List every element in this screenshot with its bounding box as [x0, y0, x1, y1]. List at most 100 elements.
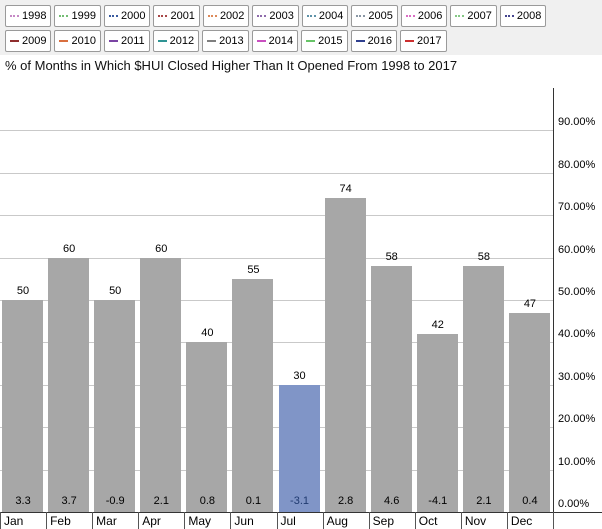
- legend-item-label: 1998: [22, 10, 47, 22]
- legend-item-label: 2013: [219, 35, 244, 47]
- bar-value-label: 60: [155, 242, 168, 255]
- x-axis-tick: [277, 512, 278, 529]
- bar-value-label: 47: [523, 297, 537, 310]
- bar-footer-value: -0.9: [105, 495, 125, 507]
- bar-Dec: [508, 312, 550, 512]
- legend: 1998 1999 2000 2001 2002 2003 2004 2005 2006 2007…: [0, 0, 602, 55]
- legend-marker-icon: [356, 15, 366, 17]
- x-axis-tick: [369, 512, 370, 529]
- legend-item-2003[interactable]: 2003: [252, 5, 299, 27]
- legend-item-label: 2016: [367, 35, 393, 47]
- legend-item-1998[interactable]: 1998: [5, 5, 52, 27]
- bar-value-label: 42: [431, 318, 444, 331]
- gridline: [0, 469, 553, 471]
- bar-Feb: [48, 257, 90, 512]
- bar-value-label: 30: [293, 369, 306, 382]
- legend-item-2017[interactable]: 2017: [400, 30, 447, 52]
- y-axis-tick-label: 60.00%: [558, 243, 596, 256]
- x-axis-category-label: Feb: [50, 514, 71, 528]
- legend-marker-icon: [59, 40, 69, 42]
- legend-marker-icon: [207, 40, 217, 42]
- legend-item-label: 2002: [219, 10, 245, 22]
- y-axis-tick-label: 80.00%: [558, 158, 596, 171]
- legend-item-2010[interactable]: 2010: [54, 30, 101, 52]
- x-axis-category-label: Mar: [96, 514, 117, 528]
- gridline: [0, 427, 553, 429]
- legend-marker-icon: [256, 40, 266, 42]
- x-axis-tick: [138, 512, 139, 529]
- gridline: [0, 172, 553, 174]
- x-axis-tick: [230, 512, 231, 529]
- legend-item-2012[interactable]: 2012: [152, 30, 200, 52]
- y-axis-tick-label: 90.00%: [558, 116, 596, 129]
- bar-footer-value: 2.1: [476, 495, 492, 507]
- x-axis-category-label: Jan: [4, 514, 24, 528]
- legend-marker-icon: [59, 15, 69, 17]
- x-axis-tick: [553, 512, 554, 529]
- legend-item-label: 2000: [120, 10, 146, 22]
- bar-Jan: [2, 300, 44, 512]
- legend-marker-icon: [207, 15, 217, 17]
- x-axis-category-label: Dec: [510, 514, 533, 528]
- bar-footer-value: 2.8: [337, 495, 354, 507]
- legend-item-2002[interactable]: 2002: [202, 5, 250, 27]
- x-axis-category-label: Apr: [142, 514, 161, 528]
- legend-item-label: 2011: [120, 35, 145, 47]
- gridline: [0, 300, 553, 301]
- legend-item-2016[interactable]: 2016: [350, 30, 398, 52]
- x-axis-tick: [415, 512, 416, 529]
- legend-item-label: 2008: [516, 10, 542, 22]
- bar-Jun: [232, 278, 274, 512]
- legend-item-2004[interactable]: 2004: [301, 5, 349, 27]
- gridline: [0, 215, 553, 217]
- legend-item-label: 2015: [318, 35, 343, 47]
- legend-item-2008[interactable]: 2008: [499, 5, 547, 27]
- legend-item-2007[interactable]: 2007: [450, 5, 497, 27]
- y-axis-tick-label: 20.00%: [558, 413, 596, 426]
- bar-footer-value: 4.6: [384, 495, 400, 507]
- legend-marker-icon: [108, 15, 118, 17]
- legend-item-2005[interactable]: 2005: [351, 5, 398, 27]
- legend-item-label: 2009: [22, 35, 47, 47]
- legend-item-2001[interactable]: 2001: [153, 5, 200, 27]
- legend-item-label: 2006: [417, 10, 443, 22]
- x-axis-category-label: Jun: [234, 514, 254, 528]
- x-axis-tick: [46, 512, 47, 529]
- legend-marker-icon: [10, 40, 19, 42]
- bar-Sep: [370, 266, 412, 512]
- chart-title: % of Months in Which $HUI Closed Higher …: [5, 58, 458, 73]
- legend-item-2011[interactable]: 2011: [103, 30, 150, 52]
- legend-marker-icon: [158, 15, 168, 17]
- bar-value-label: 60: [62, 242, 76, 255]
- bar-value-label: 58: [477, 251, 490, 264]
- bar-Oct: [416, 333, 458, 512]
- gridline: [0, 130, 553, 132]
- legend-item-2013[interactable]: 2013: [202, 30, 249, 52]
- bar-footer-value: 0.1: [245, 495, 262, 507]
- bar-Aug: [324, 198, 366, 512]
- x-axis-tick: [507, 512, 508, 529]
- legend-item-1999[interactable]: 1999: [54, 5, 101, 27]
- legend-item-2009[interactable]: 2009: [5, 30, 52, 52]
- legend-marker-icon: [405, 40, 415, 42]
- bar-footer-value: 3.7: [61, 495, 77, 507]
- legend-marker-icon: [306, 15, 316, 17]
- legend-item-2015[interactable]: 2015: [301, 30, 348, 52]
- x-axis-category-label: Nov: [464, 514, 487, 528]
- x-axis-tick: [92, 512, 93, 529]
- gridline: [0, 257, 553, 259]
- legend-item-2014[interactable]: 2014: [251, 30, 299, 52]
- x-axis-category-label: Oct: [418, 514, 438, 528]
- legend-item-label: 2014: [268, 35, 294, 47]
- legend-item-2006[interactable]: 2006: [400, 5, 448, 27]
- bar-footer-value: 0.8: [199, 495, 216, 507]
- legend-item-2000[interactable]: 2000: [103, 5, 151, 27]
- bar-footer-value: 2.1: [153, 495, 169, 507]
- x-axis-tick: [184, 512, 185, 529]
- bar-value-label: 55: [247, 263, 260, 276]
- gridline: [0, 384, 553, 386]
- x-axis-category-label: Jul: [280, 514, 296, 528]
- x-axis-tick: [461, 512, 462, 529]
- legend-item-label: 2017: [417, 35, 442, 47]
